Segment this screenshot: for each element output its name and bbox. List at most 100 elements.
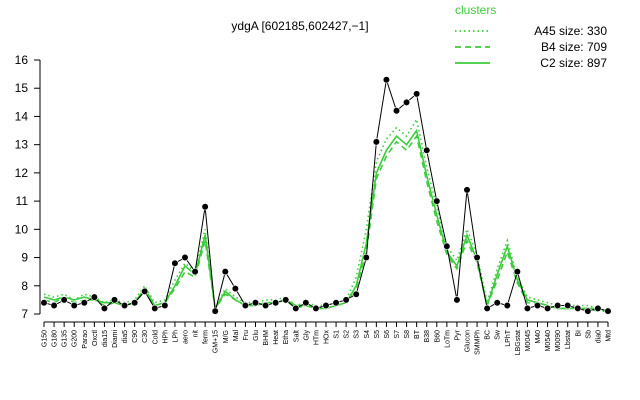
data-point — [352, 290, 360, 298]
x-tick-label: Etha — [283, 330, 290, 345]
x-tick-label: S6 — [384, 330, 391, 339]
x-tick-label: M/G — [223, 330, 230, 343]
x-tick-label: C30 — [142, 330, 149, 343]
data-point — [80, 299, 88, 307]
x-tick-label: B60 — [434, 330, 441, 343]
data-point — [171, 259, 179, 267]
y-tick-label: 13 — [15, 138, 29, 152]
data-point — [564, 301, 572, 310]
data-point — [120, 301, 129, 310]
data-point — [292, 304, 300, 312]
x-tick-label: S8 — [404, 330, 411, 339]
data-point — [483, 304, 491, 312]
x-tick-label: G150 — [42, 330, 49, 347]
data-point — [513, 268, 521, 276]
x-tick-label: Heat — [273, 330, 280, 345]
y-tick-label: 14 — [15, 109, 29, 123]
series-line — [43, 134, 608, 313]
data-point — [60, 296, 68, 304]
x-tick-label: HPh — [162, 330, 169, 344]
data-point — [181, 253, 189, 262]
x-tick-label: dia5 — [122, 330, 129, 343]
x-tick-label: GM+15 — [213, 330, 220, 353]
data-point — [100, 304, 109, 312]
series-line — [43, 79, 609, 312]
data-point — [554, 301, 562, 310]
x-tick-label: Fru — [243, 330, 250, 341]
data-point — [231, 285, 239, 293]
x-tick-label: Glu — [253, 330, 260, 341]
x-tick-label: LPhT — [505, 329, 512, 346]
data-point — [473, 253, 481, 262]
x-tick-label: dia15 — [102, 330, 109, 347]
data-point — [382, 76, 391, 84]
data-point — [272, 299, 280, 307]
x-tick-label: Parao — [82, 330, 89, 349]
y-tick-label: 11 — [16, 194, 29, 208]
data-point — [332, 299, 340, 307]
data-point — [201, 203, 209, 211]
x-tick-label: C90 — [132, 330, 139, 343]
x-tick-label: S7 — [394, 330, 401, 339]
x-tick-label: HOx — [324, 330, 331, 345]
x-tick-label: Cold — [152, 330, 159, 345]
x-tick-label: LBGstat — [515, 330, 522, 355]
data-point — [131, 299, 139, 307]
x-tick-label: Diami — [112, 330, 119, 348]
x-tick-label: aero — [183, 330, 190, 344]
data-point — [302, 299, 310, 307]
data-point — [282, 296, 290, 304]
data-point — [211, 307, 219, 315]
x-tick-label: Salt — [293, 330, 300, 342]
x-tick-label: Pyr — [454, 329, 461, 340]
data-point — [543, 304, 552, 312]
data-point — [423, 146, 431, 154]
data-point — [604, 307, 612, 315]
x-tick-label: Sb — [585, 330, 592, 339]
series-line — [43, 128, 609, 312]
x-tick-label: Lbstat — [565, 330, 572, 349]
x-tick-label: LPh — [172, 330, 179, 343]
x-tick-label: G180 — [52, 330, 59, 347]
x-tick-label: HTm — [313, 330, 320, 345]
x-tick-label: Sw — [495, 329, 502, 340]
x-tick-label: LoTm — [444, 330, 451, 348]
y-tick-label: 7 — [21, 307, 28, 321]
data-point — [110, 296, 119, 304]
x-tick-label: S3 — [354, 330, 361, 339]
x-tick-label: BHM — [263, 330, 270, 346]
x-tick-label: Glucon — [465, 330, 472, 352]
legend-label: A45 size: 330 — [534, 24, 607, 38]
y-tick-label: 12 — [15, 166, 29, 180]
data-point — [342, 296, 350, 304]
data-point — [413, 90, 421, 98]
data-point — [90, 293, 98, 301]
x-tick-label: S2 — [344, 330, 351, 339]
x-tick-label: dia0 — [595, 330, 602, 343]
data-point — [251, 299, 260, 307]
x-tick-label: S1 — [334, 330, 341, 339]
data-point — [584, 307, 592, 315]
data-point — [241, 301, 250, 310]
data-point — [574, 304, 582, 312]
legend-title: clusters — [455, 3, 496, 17]
x-tick-label: B38 — [424, 330, 431, 343]
data-point — [402, 98, 411, 106]
data-point — [503, 301, 511, 310]
x-tick-label: S5 — [374, 330, 381, 339]
y-tick-label: 10 — [15, 222, 29, 236]
data-point — [141, 287, 149, 296]
data-point — [362, 253, 370, 262]
data-point — [523, 304, 532, 312]
x-tick-label: Gly — [303, 330, 310, 341]
series-line — [43, 117, 609, 312]
data-point — [594, 304, 602, 312]
data-point — [40, 299, 48, 307]
data-point — [312, 304, 320, 312]
data-point — [493, 299, 501, 307]
data-point — [453, 296, 461, 304]
legend-label: B4 size: 709 — [541, 40, 607, 54]
data-point — [151, 304, 159, 312]
x-tick-label: SMMPh — [475, 330, 482, 355]
data-point — [443, 242, 451, 250]
